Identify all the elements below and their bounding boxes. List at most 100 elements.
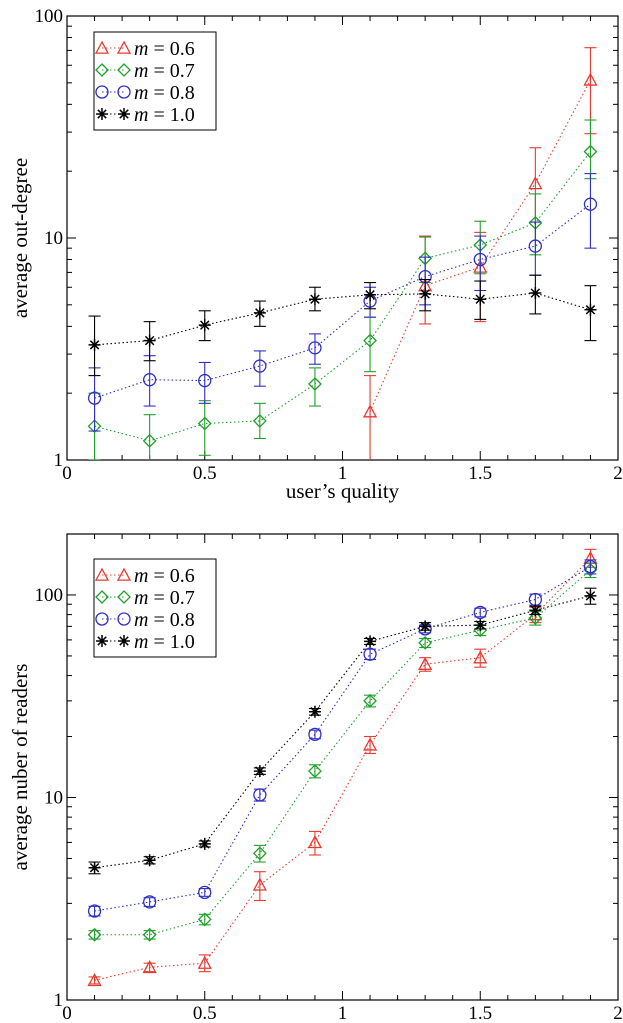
data-point-m-1.0: [584, 303, 597, 316]
data-point-m-1.0: [88, 861, 101, 874]
data-point-m-1.0: [584, 589, 597, 602]
data-point-m-0.8: [308, 341, 322, 355]
x-tick-label: 0.5: [193, 1003, 217, 1023]
data-point-m-0.8: [583, 197, 598, 211]
legend-label-value: = 0.8: [148, 609, 194, 631]
legend-item-m-0.6: m = 0.6: [94, 38, 195, 60]
data-point-m-0.6: [473, 650, 488, 664]
legend-item-m-1.0: m = 1.0: [96, 631, 195, 653]
data-point-m-0.8: [363, 647, 377, 661]
data-point-m-0.7: [87, 927, 102, 942]
data-point-m-0.8: [528, 239, 542, 253]
data-point-m-0.8: [198, 373, 212, 388]
data-point-m-1.0: [364, 288, 377, 301]
series-line: [94, 203, 591, 399]
chart-out-degree: 0 0.5 1 1.5 2 1 10 100 user’s quality average out…: [8, 6, 623, 503]
y-tick-label: 100: [35, 585, 64, 606]
data-point-m-0.7: [87, 419, 102, 434]
data-point-m-1.0: [529, 287, 542, 300]
data-point-m-1.0: [143, 334, 156, 347]
data-point-m-1.0: [198, 837, 211, 850]
data-point-m-0.6: [252, 877, 267, 891]
legend-marker: [95, 612, 109, 626]
series-line: [94, 595, 591, 869]
data-point-m-0.8: [142, 373, 157, 387]
data-point-m-0.6: [87, 973, 102, 987]
legend-label-var: m: [134, 104, 148, 126]
legend-label-var: m: [134, 82, 148, 104]
y-axis-label: average nuber of readers: [8, 664, 32, 871]
legend: m = 0.6m = 0.7m = 0.8m = 1.0: [93, 31, 217, 131]
y-axis-label: average out-degree: [8, 158, 32, 318]
legend-label-value: = 1.0: [148, 104, 194, 126]
data-point-m-0.6: [142, 959, 157, 974]
series-m-1.0: [88, 274, 597, 377]
legend-label: m = 0.6: [134, 565, 195, 587]
legend-label-value: = 0.7: [148, 60, 194, 82]
data-point-m-0.6: [307, 835, 323, 849]
data-point-m-1.0: [253, 306, 266, 319]
data-point-m-0.7: [197, 416, 212, 431]
legend-label-var: m: [134, 38, 148, 60]
legend-marker: [117, 63, 131, 77]
data-point-m-0.7: [583, 144, 598, 159]
data-point-m-1.0: [474, 619, 487, 632]
data-point-m-0.8: [142, 895, 157, 909]
data-point-m-0.7: [252, 413, 267, 428]
legend-label-value: = 0.8: [148, 82, 194, 104]
legend-label-value: = 0.7: [148, 587, 194, 609]
x-tick-label: 1: [338, 1003, 348, 1023]
legend-label-var: m: [134, 565, 148, 587]
legend-item-m-0.7: m = 0.7: [95, 60, 195, 82]
y-tick-label: 100: [35, 6, 64, 27]
data-point-m-0.6: [362, 737, 378, 751]
x-axis-label: news’ quality: [286, 1019, 399, 1023]
legend-marker: [116, 567, 132, 581]
x-tick-label: 2: [613, 1003, 623, 1023]
data-point-m-0.8: [87, 904, 102, 918]
y-tick-label: 10: [44, 228, 63, 249]
data-point-m-1.0: [308, 293, 321, 306]
legend-marker: [96, 108, 108, 120]
data-point-m-0.6: [583, 72, 598, 86]
legend-marker: [95, 63, 109, 77]
x-tick-label: 1.5: [468, 463, 492, 484]
legend-marker: [117, 590, 131, 604]
data-point-m-0.8: [473, 252, 487, 267]
data-point-m-1.0: [308, 705, 321, 718]
data-point-m-0.7: [583, 562, 598, 577]
y-tick-label: 1: [54, 990, 64, 1011]
data-point-m-0.7: [308, 377, 322, 391]
legend-label-value: = 1.0: [148, 631, 194, 653]
legend-marker: [94, 40, 110, 54]
x-tick-label: 0: [62, 463, 72, 484]
legend-item-m-0.7: m = 0.7: [95, 587, 195, 609]
legend-label-var: m: [134, 60, 148, 82]
data-point-m-1.0: [143, 854, 156, 867]
data-point-m-1.0: [529, 604, 542, 617]
series-line: [94, 557, 591, 981]
legend-label: m = 0.8: [134, 609, 195, 631]
legend-marker: [95, 85, 109, 99]
legend-label-value: = 0.6: [148, 38, 194, 60]
data-point-m-0.8: [583, 559, 598, 574]
data-layer: [87, 47, 598, 460]
data-point-m-0.6: [418, 656, 433, 670]
legend-label: m = 0.7: [134, 60, 195, 82]
x-tick-label: 0: [62, 1003, 72, 1023]
data-point-m-0.7: [308, 764, 322, 779]
data-point-m-0.8: [87, 391, 102, 405]
data-point-m-0.8: [253, 788, 267, 802]
legend-label: m = 0.6: [134, 38, 195, 60]
data-point-m-0.7: [528, 611, 543, 625]
legend-label-var: m: [134, 587, 148, 609]
y-tick-label: 1: [54, 450, 64, 471]
data-point-m-0.8: [198, 885, 212, 900]
data-point-m-1.0: [364, 635, 377, 648]
x-axis-label: user’s quality: [286, 479, 400, 503]
data-point-m-0.7: [142, 433, 157, 448]
series-m-1.0: [88, 587, 597, 875]
legend: m = 0.6m = 0.7m = 0.8m = 1.0: [93, 558, 217, 658]
data-point-m-0.8: [308, 727, 322, 741]
